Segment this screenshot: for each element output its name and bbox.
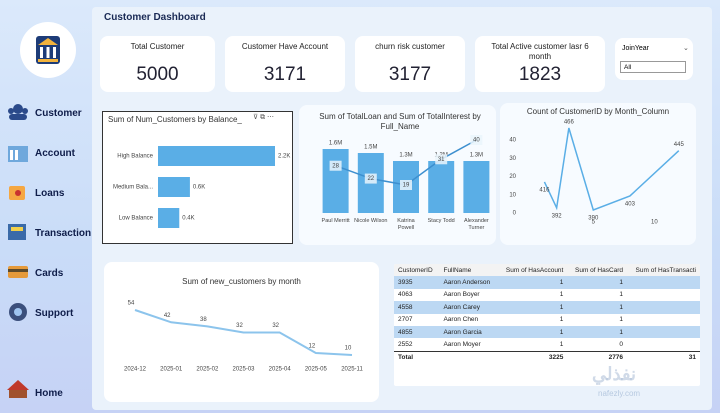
- total-cell: 2776: [608, 354, 624, 362]
- x-tick-label: Alexander Turner: [464, 218, 489, 231]
- table-row: 4558 Aaron Carey 1 1: [394, 301, 700, 314]
- nav-item[interactable]: Account: [35, 148, 75, 159]
- kpi-label: Total Customer: [130, 42, 185, 51]
- kpi-card: Customer Have Account 3171: [225, 36, 345, 92]
- column-header: Sum of HasAccount: [497, 264, 568, 277]
- chart-panel: [500, 103, 696, 245]
- column-header: FullName: [439, 264, 498, 277]
- table-cell-empty: [627, 338, 700, 351]
- table-cell: 1: [559, 303, 564, 311]
- table-cell: 1: [619, 328, 624, 336]
- x-tick-label: Nicole Wilson: [354, 218, 388, 224]
- chart-title: Sum of TotalLoan and Sum of TotalInteres…: [319, 112, 481, 131]
- table: CustomerID FullName Sum of HasAccount Sum o…: [394, 264, 700, 365]
- table-cell: Aaron Carey: [443, 303, 480, 311]
- kpi-card: churn risk customer 3177: [355, 36, 465, 92]
- kpi-label: churn risk customer: [375, 42, 445, 51]
- nav-item[interactable]: Home: [35, 388, 63, 399]
- nav-icons: [7, 104, 29, 398]
- table-cell: 1: [619, 316, 624, 324]
- chevron: ⌄: [683, 45, 689, 52]
- table-row: 4855 Aaron Garcia 1 1: [394, 325, 700, 339]
- visual-icons[interactable]: ⊽ ⧉ ⋯: [253, 114, 275, 121]
- table-row: 3935 Aaron Anderson 1 1: [394, 276, 700, 289]
- table-cell-empty: [627, 326, 700, 338]
- x-tick-label: Stacy Todd: [427, 218, 455, 224]
- table-cell-empty: [627, 289, 700, 301]
- table-cell-empty: [627, 301, 700, 313]
- kpi-value: 3171: [263, 64, 307, 85]
- total-cell: 31: [688, 354, 696, 362]
- watermark-site: nafezly.com: [598, 389, 641, 398]
- filter-dropdown[interactable]: All: [620, 61, 686, 73]
- logo: [20, 22, 76, 78]
- table-cell: 4558: [398, 303, 413, 311]
- table-cell: Aaron Anderson: [443, 279, 491, 287]
- filter-card: JoinYear ⌄ All: [615, 38, 693, 80]
- table-cell: 1: [559, 341, 564, 349]
- logo-icon: [36, 36, 60, 64]
- nav-item[interactable]: Loans: [35, 188, 65, 199]
- nav-item[interactable]: Support: [35, 308, 74, 319]
- table-cell: 0: [619, 341, 624, 349]
- table-cell: 2707: [398, 316, 413, 324]
- table-cell: 2552: [398, 341, 413, 349]
- table-cell: 3935: [398, 279, 413, 287]
- column-header: Sum of HasCard: [567, 264, 628, 277]
- column-header: Sum of HasTransacti: [627, 264, 700, 277]
- nav-item[interactable]: Cards: [35, 268, 64, 279]
- table-cell: 1: [619, 279, 624, 287]
- table-cell: Aaron Moyer: [443, 341, 481, 349]
- chart-title: Sum of Num_Customers by Balance_: [108, 115, 242, 124]
- nav-item[interactable]: Transaction: [35, 228, 92, 239]
- kpi-value: 3177: [388, 64, 432, 85]
- page-title: Customer Dashboard: [104, 12, 206, 23]
- column-header: CustomerID: [394, 264, 440, 277]
- kpi-value: 5000: [136, 64, 179, 85]
- table-cell: 1: [619, 303, 624, 311]
- table-cell-empty: [627, 314, 700, 326]
- table-cell: 4855: [398, 328, 413, 336]
- table-cell: 1: [559, 328, 564, 336]
- table-row: 4063 Aaron Boyer 1 1: [394, 288, 700, 302]
- chart-title: Sum of new_customers by month: [182, 277, 301, 286]
- kpi-label: Customer Have Account: [241, 42, 329, 51]
- table-cell: Aaron Boyer: [443, 291, 480, 299]
- total-row: Total 3225 2776 31: [394, 351, 700, 365]
- x-tick-label: Katrina Powell: [397, 218, 415, 231]
- kpi-label: Total Active customer lasr 6 month: [491, 42, 589, 61]
- kpi-card: Total Customer 5000: [100, 36, 215, 92]
- total-cell: 3225: [548, 354, 564, 362]
- table-cell: Aaron Garcia: [443, 328, 482, 336]
- chart-panel: [102, 111, 293, 244]
- kpi-value: 1823: [518, 64, 562, 85]
- filter-label: JoinYear: [622, 45, 649, 52]
- table-cell: 1: [559, 316, 564, 324]
- table-cell-empty: [627, 276, 700, 288]
- table-cell: 4063: [398, 291, 413, 299]
- x-tick-label: Paul Merritt: [321, 218, 350, 224]
- watermark: نفذلي: [592, 364, 637, 384]
- filter-value: All: [624, 64, 632, 71]
- table-row: 2552 Aaron Moyer 1 0: [394, 338, 700, 352]
- table-cell: 1: [619, 291, 624, 299]
- table-row: 2707 Aaron Chen 1 1: [394, 313, 700, 326]
- kpi-card: Total Active customer lasr 6 month 1823: [475, 36, 605, 92]
- table-cell-empty: [439, 351, 497, 364]
- table-panel: CustomerID FullName Sum of HasAccount Sum o…: [394, 264, 700, 386]
- table-cell: 1: [559, 291, 564, 299]
- chart-title: Count of CustomerID by Month_Column: [526, 107, 670, 116]
- nav-item[interactable]: Customer: [35, 108, 82, 119]
- table-cell: 1: [559, 279, 564, 287]
- total-label: Total: [398, 354, 414, 362]
- table-cell: Aaron Chen: [443, 316, 479, 324]
